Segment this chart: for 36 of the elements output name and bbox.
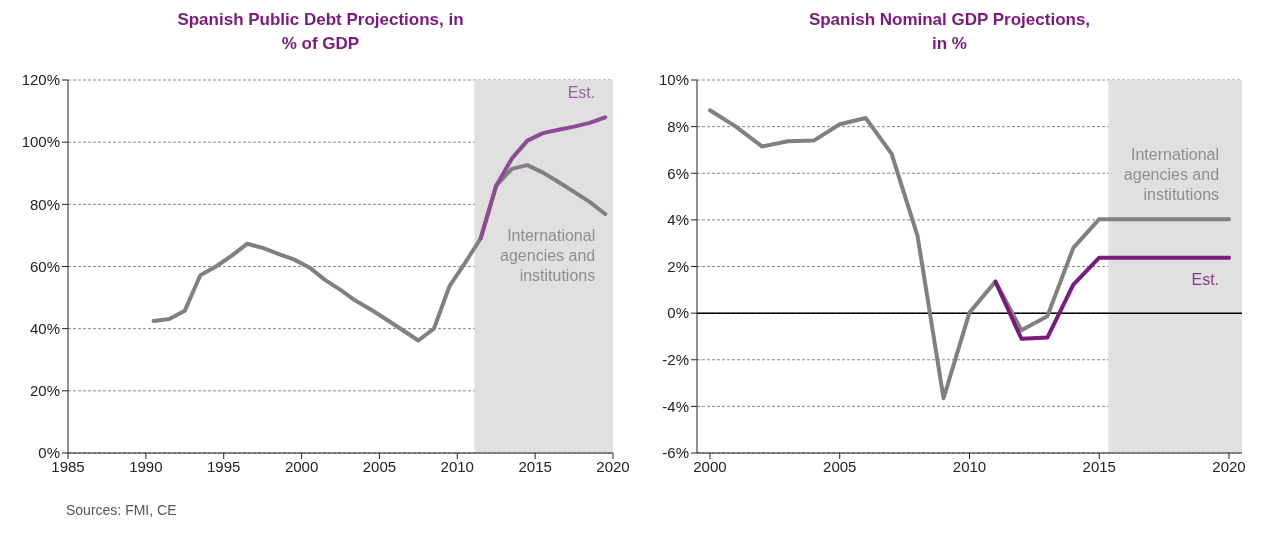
- chart-title: Spanish Nominal GDP Projections, in %: [807, 9, 1092, 55]
- y-tick-label: 0%: [667, 304, 689, 322]
- source-note: Sources: FMI, CE: [66, 502, 178, 518]
- x-tick-label: 2005: [362, 457, 397, 475]
- y-tick-label: 20%: [29, 382, 60, 400]
- y-tick-label: 100%: [21, 133, 60, 151]
- y-tick-label: 10%: [658, 71, 689, 89]
- x-tick-label: 2015: [518, 457, 552, 475]
- x-tick-label: 1990: [129, 457, 163, 475]
- series-label: International agencies and institutions: [500, 225, 596, 286]
- y-tick-label: 8%: [667, 117, 689, 135]
- y-tick-label: -2%: [662, 351, 689, 369]
- x-tick-label: 2010: [952, 457, 987, 475]
- y-tick-label: -4%: [662, 397, 689, 415]
- series-label: Est.: [1191, 269, 1220, 290]
- line-series: [993, 255, 1232, 341]
- y-tick-label: 60%: [29, 257, 60, 275]
- y-tick-label: 6%: [667, 164, 689, 182]
- y-tick-label: 120%: [21, 71, 60, 89]
- chart-title: Spanish Public Debt Projections, in % of GDP: [176, 9, 465, 55]
- y-tick-label: 80%: [29, 195, 60, 213]
- x-tick-label: 2010: [440, 457, 474, 475]
- y-tick-label: 2%: [667, 257, 689, 275]
- x-tick-label: 2005: [823, 457, 857, 475]
- series-label: Est.: [567, 83, 596, 104]
- y-tick-label: 40%: [29, 319, 60, 337]
- line-series: [478, 115, 608, 241]
- series-label: International agencies and institutions: [1123, 145, 1220, 206]
- x-tick-label: 2015: [1082, 457, 1116, 475]
- y-tick-label: 4%: [667, 211, 689, 229]
- x-tick-label: 2020: [1212, 457, 1246, 475]
- x-tick-label: 2000: [284, 457, 319, 475]
- x-tick-label: 1995: [207, 457, 241, 475]
- x-tick-label: 2000: [693, 457, 727, 475]
- x-tick-label: 2020: [596, 457, 630, 475]
- y-tick-label: -6%: [662, 444, 689, 462]
